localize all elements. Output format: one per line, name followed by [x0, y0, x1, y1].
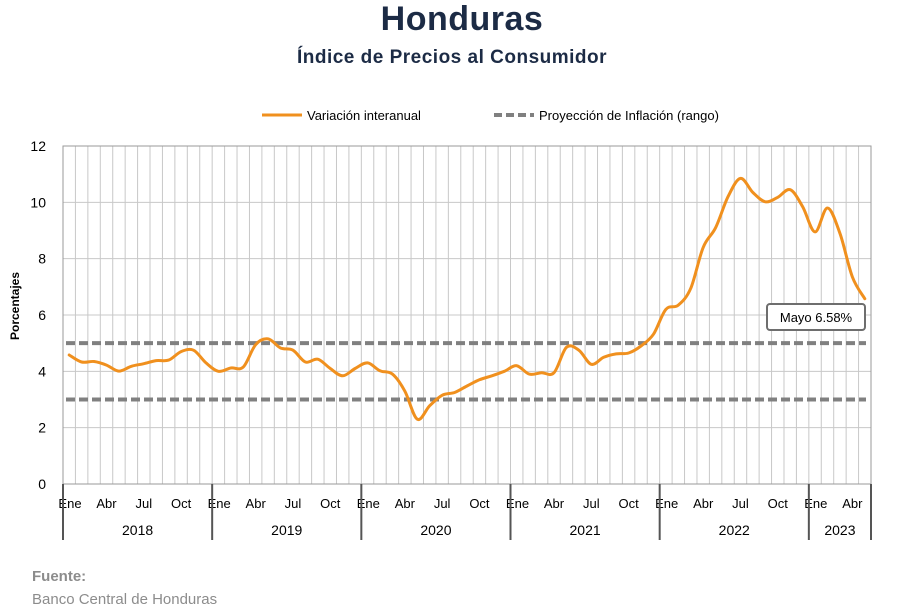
legend: Variación interanual Proyección de Infla…	[262, 108, 719, 123]
series-variacion-interanual	[67, 176, 867, 422]
source-label: Fuente:	[32, 568, 87, 585]
x-year-label: 2021	[570, 522, 601, 538]
y-tick-label: 2	[38, 420, 46, 436]
y-tick-label: 0	[38, 476, 46, 492]
inflation-projection-bands	[66, 341, 866, 402]
y-tick-label: 8	[38, 251, 46, 267]
x-month-tick-label: Oct	[469, 496, 490, 511]
y-axis-label: Porcentajes	[8, 272, 22, 340]
horizontal-gridlines	[63, 145, 871, 485]
x-month-tick-label: Abr	[693, 496, 714, 511]
x-month-tick-label: Jul	[285, 496, 302, 511]
x-month-tick-label: Abr	[544, 496, 565, 511]
x-year-label: 2022	[719, 522, 750, 538]
x-month-tick-label: Oct	[618, 496, 639, 511]
x-month-tick-label: Abr	[96, 496, 117, 511]
y-axis-ticks: 0 2 4 6 8 10 12	[30, 138, 46, 492]
x-month-tick-label: Abr	[395, 496, 416, 511]
legend-label-proyeccion: Proyección de Inflación (rango)	[539, 108, 719, 123]
x-year-label: 2020	[420, 522, 451, 538]
x-month-tick-label: Ene	[58, 496, 81, 511]
source-value: Banco Central de Honduras	[32, 591, 218, 608]
plot-frame	[62, 145, 872, 485]
x-month-tick-label: Ene	[357, 496, 380, 511]
y-tick-label: 6	[38, 307, 46, 323]
x-month-tick-label: Jul	[732, 496, 749, 511]
x-month-tick-label: Oct	[171, 496, 192, 511]
x-month-tick-label: Abr	[246, 496, 267, 511]
plot-border	[62, 145, 872, 485]
legend-label-variacion: Variación interanual	[307, 108, 421, 123]
chart-title: Honduras	[380, 0, 544, 38]
y-tick-label: 4	[38, 363, 46, 379]
y-tick-label: 10	[30, 194, 46, 210]
x-year-label: 2023	[824, 522, 855, 538]
annotation-box	[766, 303, 866, 331]
x-month-tick-label: Ene	[655, 496, 678, 511]
x-month-tick-label: Oct	[768, 496, 789, 511]
x-month-tick-label: Oct	[320, 496, 341, 511]
x-year-label: 2019	[271, 522, 302, 538]
x-month-tick-label: Ene	[208, 496, 231, 511]
x-axis: Ene Abr Jul Oct Ene Abr Jul Oct Ene Abr Jul Oct Ene A…	[58, 484, 872, 540]
x-month-tick-label: Ene	[804, 496, 827, 511]
x-month-tick-label: Jul	[135, 496, 152, 511]
annotation-text: Mayo 6.58%	[780, 310, 853, 325]
y-tick-label: 12	[30, 138, 46, 154]
series-line-path	[67, 176, 867, 422]
x-month-tick-label: Abr	[842, 496, 863, 511]
x-month-tick-label: Jul	[434, 496, 451, 511]
x-month-tick-label: Ene	[506, 496, 529, 511]
annotation-callout: Mayo 6.58%	[766, 303, 866, 331]
chart-subtitle: Índice de Precios al Consumidor	[296, 47, 608, 68]
x-year-label: 2018	[122, 522, 153, 538]
x-month-tick-label: Jul	[583, 496, 600, 511]
